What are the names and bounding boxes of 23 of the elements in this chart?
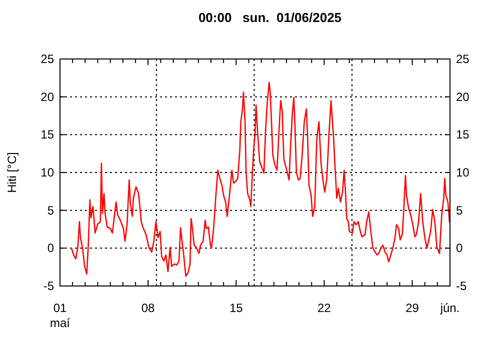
y2-tick-label: 5 xyxy=(456,203,463,218)
x-tick-label: 22 xyxy=(318,301,332,315)
y-tick-label: 0 xyxy=(47,241,54,256)
y-tick-label: 5 xyxy=(47,203,54,218)
x-tick-label: 01 maí xyxy=(50,301,71,330)
y2-tick-label: 20 xyxy=(456,90,470,104)
y-axis-title: Hiti [°C] xyxy=(5,152,19,193)
chart-title: 00:00 sun. 01/06/2025 xyxy=(198,10,342,25)
y2-tick-label: 0 xyxy=(456,241,463,256)
y2-tick-label: -5 xyxy=(456,279,467,293)
x-tick-label: 08 xyxy=(141,301,156,315)
y-tick-label: 15 xyxy=(40,128,54,142)
y-tick-label: -5 xyxy=(43,279,54,293)
y-tick-label: 20 xyxy=(40,90,54,104)
y2-tick-label: 25 xyxy=(456,52,470,66)
x-tick-label: 15 xyxy=(229,301,244,315)
x-tick-label: 29 xyxy=(406,301,420,315)
x-tick-label: jún. xyxy=(439,301,460,315)
y2-tick-label: 10 xyxy=(456,166,470,180)
line-series xyxy=(70,82,450,277)
y-tick-label: 25 xyxy=(40,52,54,66)
y-tick-label: 10 xyxy=(40,166,54,180)
y2-tick-label: 15 xyxy=(456,128,470,142)
